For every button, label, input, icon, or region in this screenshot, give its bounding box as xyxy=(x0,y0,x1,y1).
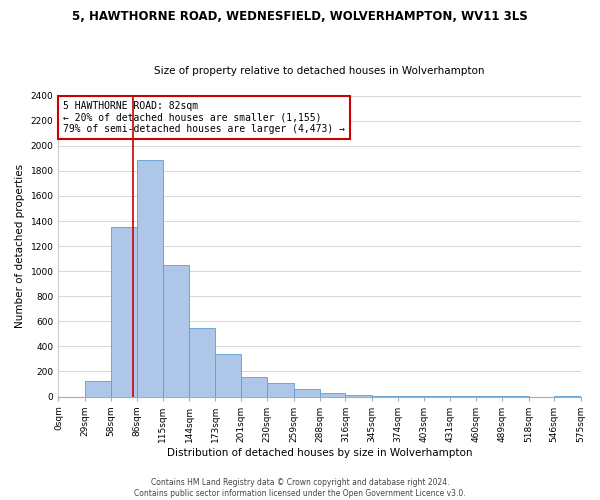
Bar xyxy=(346,394,371,396)
Bar xyxy=(111,228,137,396)
Bar xyxy=(189,328,215,396)
Bar xyxy=(267,383,293,396)
Bar xyxy=(215,354,241,397)
X-axis label: Distribution of detached houses by size in Wolverhampton: Distribution of detached houses by size … xyxy=(167,448,472,458)
Bar xyxy=(293,389,320,396)
Text: 5 HAWTHORNE ROAD: 82sqm
← 20% of detached houses are smaller (1,155)
79% of semi: 5 HAWTHORNE ROAD: 82sqm ← 20% of detache… xyxy=(63,100,345,134)
Bar xyxy=(85,381,111,396)
Bar xyxy=(241,377,267,396)
Bar xyxy=(163,265,189,396)
Y-axis label: Number of detached properties: Number of detached properties xyxy=(15,164,25,328)
Text: 5, HAWTHORNE ROAD, WEDNESFIELD, WOLVERHAMPTON, WV11 3LS: 5, HAWTHORNE ROAD, WEDNESFIELD, WOLVERHA… xyxy=(72,10,528,23)
Bar xyxy=(320,393,346,396)
Bar xyxy=(137,160,163,396)
Title: Size of property relative to detached houses in Wolverhampton: Size of property relative to detached ho… xyxy=(154,66,485,76)
Text: Contains HM Land Registry data © Crown copyright and database right 2024.
Contai: Contains HM Land Registry data © Crown c… xyxy=(134,478,466,498)
